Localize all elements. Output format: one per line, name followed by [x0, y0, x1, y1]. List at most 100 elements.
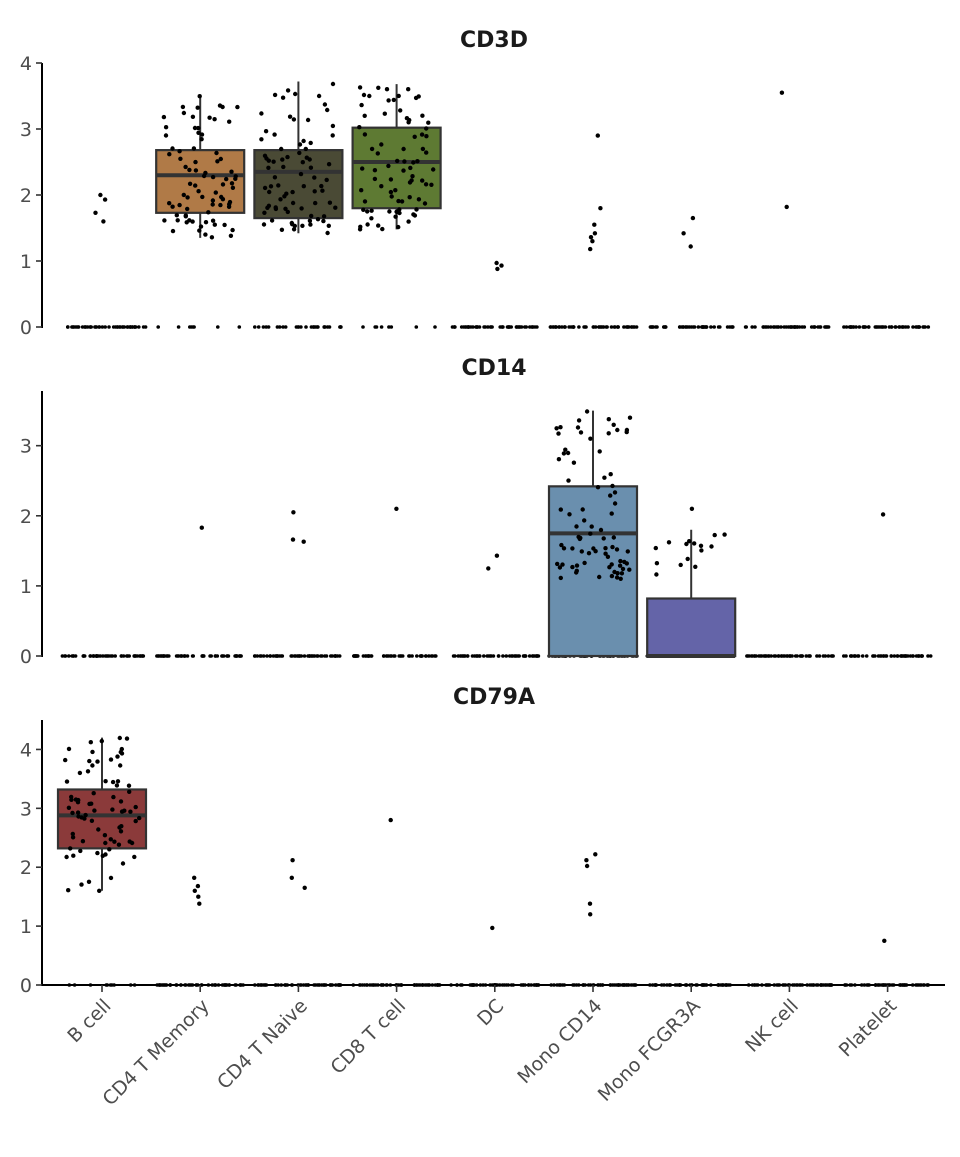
data-point-zero — [683, 325, 688, 329]
data-point-zero — [586, 983, 591, 987]
data-point — [316, 93, 322, 99]
data-point — [407, 195, 412, 200]
data-point-zero — [292, 654, 297, 658]
data-point-zero — [216, 325, 220, 329]
data-point — [422, 201, 428, 206]
data-point — [300, 160, 305, 165]
data-point-zero — [798, 654, 803, 658]
data-point-zero — [279, 983, 284, 987]
data-point-zero — [284, 983, 288, 987]
data-point-zero — [811, 325, 816, 329]
data-point-zero — [414, 325, 419, 329]
data-point-zero — [659, 983, 664, 987]
data-point-zero — [753, 325, 757, 329]
data-point-zero — [469, 325, 473, 329]
data-point-zero — [759, 654, 764, 658]
data-point — [259, 111, 264, 116]
data-point — [101, 219, 106, 224]
data-point-zero — [629, 983, 634, 987]
data-point — [598, 206, 603, 211]
data-point-zero — [920, 654, 924, 658]
data-point — [369, 208, 374, 213]
data-point — [161, 114, 167, 120]
data-point — [120, 861, 126, 866]
data-point-zero — [805, 983, 809, 987]
data-point-zero — [848, 325, 852, 329]
data-point — [315, 217, 321, 222]
data-point — [115, 754, 120, 759]
data-point — [560, 562, 565, 567]
data-point — [330, 81, 336, 87]
data-point-zero — [276, 983, 281, 987]
data-point-zero — [365, 983, 369, 987]
data-point-zero — [523, 654, 528, 658]
data-point — [183, 213, 188, 218]
data-point-zero — [562, 983, 567, 987]
data-point-zero — [283, 325, 288, 329]
data-point-zero — [910, 983, 915, 987]
data-point-zero — [750, 325, 754, 329]
data-point — [367, 93, 372, 99]
data-point — [197, 94, 202, 99]
data-point-zero — [385, 983, 389, 987]
data-point-zero — [928, 654, 933, 658]
data-point — [163, 125, 169, 130]
data-point — [95, 850, 100, 856]
data-point — [181, 192, 186, 198]
data-point-zero — [922, 983, 926, 987]
data-point-zero — [334, 983, 338, 987]
data-point-zero — [126, 654, 130, 658]
data-point-zero — [420, 654, 424, 658]
data-point-zero — [504, 654, 509, 658]
data-point — [290, 537, 296, 542]
data-point-zero — [904, 654, 908, 658]
data-point-zero — [824, 983, 828, 987]
data-point — [285, 88, 291, 93]
y-tick-label: 1 — [20, 916, 32, 938]
data-point-zero — [420, 983, 425, 987]
data-point-zero — [488, 654, 493, 658]
data-point — [177, 149, 182, 154]
data-point-zero — [119, 654, 124, 658]
data-point — [64, 779, 70, 784]
y-tick-label: 4 — [20, 53, 32, 75]
data-point — [609, 511, 614, 516]
data-point-zero — [511, 983, 515, 987]
data-point — [321, 214, 327, 219]
data-point — [362, 132, 368, 137]
data-point-zero — [718, 325, 722, 329]
data-point-zero — [549, 983, 553, 987]
data-point-zero — [826, 654, 831, 658]
data-point — [406, 87, 411, 92]
data-point — [212, 117, 217, 122]
data-point-zero — [427, 654, 431, 658]
data-point — [570, 546, 575, 551]
data-point — [107, 847, 112, 852]
data-point — [558, 425, 563, 430]
data-point — [227, 199, 233, 205]
y-tick-label: 2 — [20, 506, 32, 528]
data-point — [593, 852, 598, 857]
data-point — [393, 188, 398, 193]
data-point-zero — [400, 654, 405, 658]
data-point — [494, 260, 499, 266]
data-point — [287, 114, 293, 119]
data-point-zero — [893, 325, 898, 329]
data-point — [272, 175, 278, 180]
data-point — [71, 853, 76, 858]
data-point-zero — [501, 654, 505, 658]
data-point — [588, 912, 593, 917]
data-point-zero — [860, 654, 865, 658]
data-point-zero — [766, 654, 771, 658]
data-point — [690, 215, 696, 221]
data-point — [197, 228, 202, 233]
data-point-zero — [333, 654, 338, 658]
data-point — [627, 567, 632, 572]
data-point — [177, 202, 182, 208]
y-tick-label: 3 — [20, 798, 32, 820]
data-point — [595, 485, 601, 490]
data-point-zero — [720, 983, 725, 987]
data-point — [103, 840, 108, 846]
data-point — [382, 111, 387, 116]
